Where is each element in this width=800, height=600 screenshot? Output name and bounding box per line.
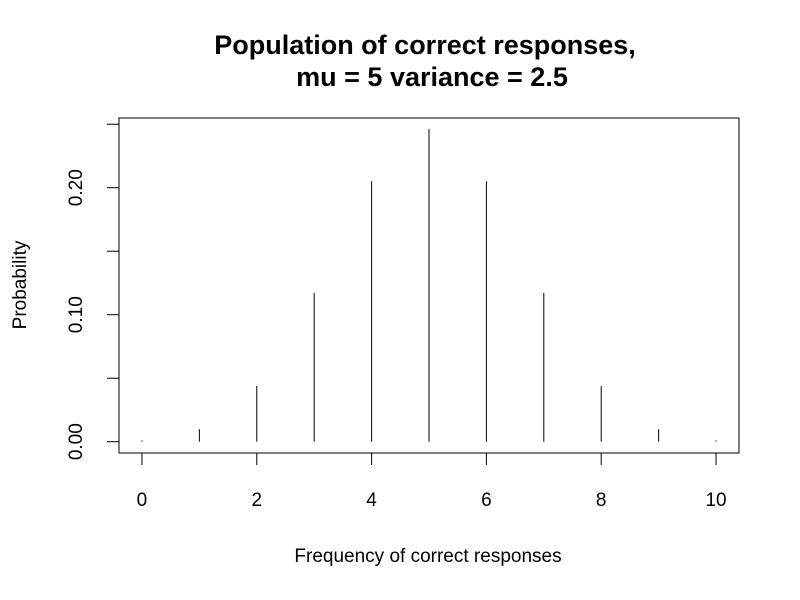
chart-title-line-2: mu = 5 variance = 2.5 [296, 62, 568, 92]
x-tick-label-0: 0 [137, 490, 148, 511]
chart-title: Population of correct responses, mu = 5 … [214, 30, 636, 92]
x-axis: 0 2 4 6 8 10 [137, 452, 727, 511]
y-tick-label-0: 0.00 [66, 423, 87, 460]
x-tick-label-4: 4 [366, 490, 377, 511]
y-tick-label-2: 0.10 [66, 296, 87, 333]
bars-series [141, 129, 717, 442]
x-tick-label-10: 10 [705, 490, 726, 511]
y-axis: 0.00 0.10 0.20 [66, 123, 120, 460]
x-tick-label-8: 8 [596, 490, 607, 511]
x-tick-label-2: 2 [251, 490, 262, 511]
x-axis-label: Frequency of correct responses [294, 546, 561, 567]
x-tick-label-6: 6 [481, 490, 492, 511]
chart-title-line-1: Population of correct responses, [214, 30, 636, 60]
y-tick-label-4: 0.20 [66, 169, 87, 206]
y-axis-label: Probability [10, 240, 31, 329]
